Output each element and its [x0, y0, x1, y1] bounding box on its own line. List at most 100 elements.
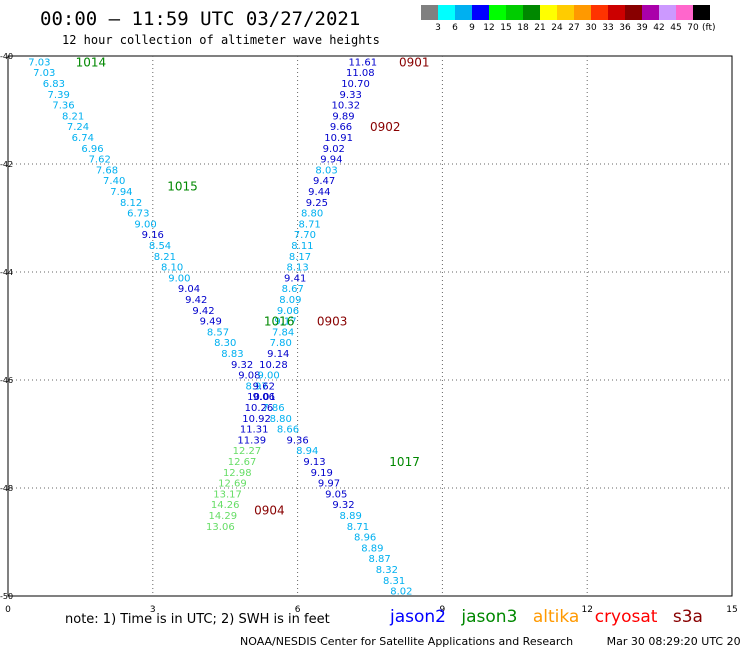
wave-height-point: 9.00 [134, 219, 156, 230]
wave-height-point: 9.08 [238, 371, 260, 382]
color-swatch [438, 5, 455, 20]
wave-height-point: 14.29 [208, 511, 237, 522]
color-scale-unit: (ft) [702, 23, 716, 33]
wave-height-point: 9.02 [323, 144, 345, 155]
wave-height-point: 7.40 [103, 176, 125, 187]
wave-height-point: 9.36 [286, 435, 308, 446]
wave-height-point: 8.30 [214, 338, 236, 349]
chart-title: 00:00 – 11:59 UTC 03/27/2021 [40, 8, 361, 30]
pass-label: 1016 [264, 315, 295, 329]
wave-height-point: 7.62 [89, 155, 111, 166]
wave-height-point: 10.70 [341, 79, 370, 90]
color-scale-label: 9 [469, 23, 475, 33]
color-swatch [676, 5, 693, 20]
chart-subtitle: 12 hour collection of altimeter wave hei… [62, 33, 380, 47]
wave-height-point: 12.98 [223, 468, 252, 479]
wave-height-point: 8.71 [299, 219, 321, 230]
wave-height-point: 8.54 [149, 241, 171, 252]
color-swatch [625, 5, 642, 20]
wave-height-point: 7.94 [110, 187, 132, 198]
wave-height-point: 8.97 [245, 381, 267, 392]
wave-height-point: 8.02 [390, 587, 412, 598]
wave-height-point: 8.31 [383, 576, 405, 587]
wave-height-point: 9.14 [267, 349, 289, 360]
wave-height-point: 7.03 [28, 57, 50, 68]
wave-height-point: 8.17 [289, 252, 311, 263]
wave-height-point: 9.00 [258, 371, 280, 382]
color-scale-label: 39 [636, 23, 648, 33]
wave-height-point: 9.89 [332, 111, 354, 122]
wave-height-point: 8.03 [315, 165, 337, 176]
wave-height-point: 9.49 [200, 317, 222, 328]
wave-height-point: 7.68 [96, 165, 118, 176]
wave-height-point: 9.32 [332, 500, 354, 511]
wave-height-point: 9.94 [320, 155, 342, 166]
wave-height-point: 8.83 [221, 349, 243, 360]
y-tick-label: -44 [0, 268, 13, 277]
wave-height-point: 7.36 [52, 101, 74, 112]
wave-height-point: 14.26 [211, 500, 240, 511]
footer-org: NOAA/NESDIS Center for Satellite Applica… [240, 635, 574, 648]
wave-height-point: 9.19 [311, 468, 333, 479]
wave-height-point: 8.96 [354, 533, 376, 544]
color-scale-label: 24 [551, 23, 563, 33]
footnote: note: 1) Time is in UTC; 2) SWH is in fe… [65, 612, 330, 627]
wave-height-point: 11.08 [346, 68, 375, 79]
wave-height-point: 8.89 [361, 543, 383, 554]
wave-height-point: 9.04 [178, 284, 200, 295]
x-tick-label: 3 [150, 605, 156, 615]
wave-height-point: 9.42 [185, 295, 207, 306]
wave-height-point: 9.42 [192, 306, 214, 317]
wave-height-point: 9.44 [308, 187, 330, 198]
wave-height-point: 9.06 [277, 306, 299, 317]
color-scale-label: 6 [452, 23, 458, 33]
color-swatch [608, 5, 625, 20]
x-tick-label: 0 [5, 605, 11, 615]
wave-height-point: 9.62 [253, 381, 275, 392]
wave-height-point: 9.97 [318, 479, 340, 490]
wave-height-point: 9.16 [142, 230, 164, 241]
wave-height-point: 8.71 [347, 522, 369, 533]
color-swatch [506, 5, 523, 20]
wave-height-point: 8.32 [376, 565, 398, 576]
wave-height-point: 9.47 [313, 176, 335, 187]
y-tick-label: -42 [0, 160, 13, 169]
color-scale-label: 33 [602, 23, 614, 33]
wave-height-point: 8.80 [270, 414, 292, 425]
wave-height-point: 7.80 [270, 338, 292, 349]
wave-height-point: 9.05 [325, 489, 347, 500]
color-scale-label: 15 [500, 23, 512, 33]
wave-height-point: 7.84 [272, 327, 294, 338]
wave-height-point: 12.69 [218, 479, 247, 490]
color-scale-label: 36 [619, 23, 631, 33]
color-scale-label: 42 [653, 23, 665, 33]
wave-height-point: 8.87 [369, 554, 391, 565]
color-scale-label: 12 [483, 23, 495, 33]
wave-height-point: 6.83 [43, 79, 65, 90]
wave-height-point: 11.61 [348, 57, 377, 68]
color-scale-label: 3 [435, 23, 441, 33]
color-swatch [540, 5, 557, 20]
color-swatch [659, 5, 676, 20]
wave-height-point: 9.33 [340, 90, 362, 101]
wave-height-point: 10.28 [259, 360, 288, 371]
color-swatch [455, 5, 472, 20]
wave-height-point: 9.66 [330, 122, 352, 133]
wave-height-point: 10.01 [247, 392, 276, 403]
wave-height-point: 8.94 [296, 446, 318, 457]
x-tick-label: 15 [726, 605, 737, 615]
wave-height-point: 9.06 [253, 392, 275, 403]
y-tick-label: -50 [0, 592, 13, 601]
color-swatch [693, 5, 710, 20]
footer: NOAA/NESDIS Center for Satellite Applica… [240, 635, 740, 648]
color-scale-label: 27 [568, 23, 580, 33]
wave-height-point: 9.25 [306, 198, 328, 209]
x-tick-label: 9 [440, 605, 446, 615]
wave-height-point: 9.00 [168, 273, 190, 284]
wave-height-point: 9.13 [303, 457, 325, 468]
color-swatch [472, 5, 489, 20]
wave-height-point: 10.32 [332, 101, 361, 112]
legend-cryosat: cryosat [594, 607, 658, 627]
wave-height-point: 9.17 [274, 317, 296, 328]
